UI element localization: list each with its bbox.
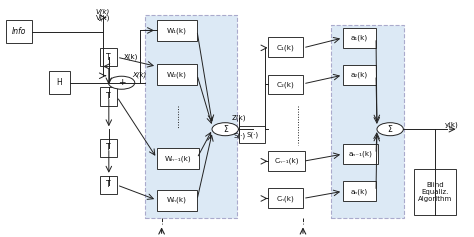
Text: S(·): S(·) [246, 131, 258, 138]
FancyBboxPatch shape [268, 151, 305, 171]
FancyBboxPatch shape [100, 48, 117, 66]
FancyBboxPatch shape [239, 126, 265, 143]
Text: X(k): X(k) [132, 72, 146, 78]
Text: T: T [106, 143, 111, 152]
FancyBboxPatch shape [157, 20, 197, 41]
Text: Blind
Equaliz.
Algorithm: Blind Equaliz. Algorithm [418, 182, 452, 202]
Text: T: T [106, 181, 111, 190]
Text: Σ: Σ [388, 125, 392, 134]
Text: H: H [56, 78, 62, 87]
Text: T: T [106, 92, 111, 101]
FancyBboxPatch shape [268, 75, 303, 94]
FancyBboxPatch shape [48, 71, 70, 94]
Text: Info: Info [12, 27, 26, 36]
FancyBboxPatch shape [268, 188, 303, 208]
FancyBboxPatch shape [331, 25, 404, 218]
FancyBboxPatch shape [100, 138, 117, 157]
FancyBboxPatch shape [343, 65, 376, 85]
Text: a₁(k): a₁(k) [351, 35, 368, 41]
Text: V(k): V(k) [96, 14, 110, 21]
FancyBboxPatch shape [157, 190, 197, 210]
Text: C₁(k): C₁(k) [276, 44, 294, 50]
FancyBboxPatch shape [100, 176, 117, 194]
Text: aₙ(k): aₙ(k) [351, 188, 368, 195]
FancyBboxPatch shape [6, 20, 32, 43]
FancyBboxPatch shape [414, 169, 456, 215]
Text: Cₙ₋₁(k): Cₙ₋₁(k) [274, 158, 299, 164]
Text: S(·): S(·) [233, 133, 246, 139]
FancyBboxPatch shape [343, 144, 378, 164]
FancyBboxPatch shape [100, 87, 117, 106]
FancyBboxPatch shape [343, 182, 376, 201]
Text: C₂(k): C₂(k) [276, 81, 294, 88]
Text: W₂(k): W₂(k) [167, 71, 187, 78]
Text: Cₙ(k): Cₙ(k) [276, 195, 294, 202]
FancyBboxPatch shape [157, 64, 197, 85]
Text: a₂(k): a₂(k) [351, 72, 368, 78]
Text: aₙ₋₁(k): aₙ₋₁(k) [349, 151, 373, 157]
FancyBboxPatch shape [343, 28, 376, 48]
Text: Z(k): Z(k) [232, 114, 246, 121]
Text: +: + [118, 78, 125, 87]
Text: W₁(k): W₁(k) [167, 27, 187, 34]
Circle shape [377, 123, 403, 136]
FancyBboxPatch shape [157, 148, 199, 169]
Text: V(k): V(k) [96, 9, 110, 15]
Text: T: T [106, 53, 111, 62]
Text: Wₙ₋₁(k): Wₙ₋₁(k) [165, 155, 191, 161]
Circle shape [109, 76, 135, 89]
FancyBboxPatch shape [145, 15, 237, 218]
Text: X(k): X(k) [124, 54, 138, 60]
Circle shape [212, 123, 238, 136]
Text: Σ: Σ [223, 125, 228, 134]
Text: Wₙ(k): Wₙ(k) [167, 197, 187, 203]
Text: y(k): y(k) [445, 121, 458, 128]
FancyBboxPatch shape [268, 37, 303, 57]
